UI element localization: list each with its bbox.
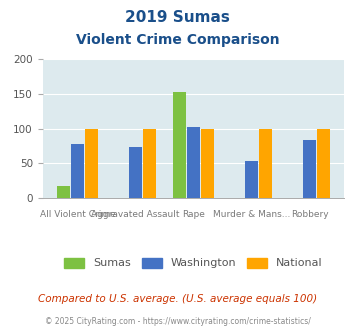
Text: Compared to U.S. average. (U.S. average equals 100): Compared to U.S. average. (U.S. average … (38, 294, 317, 304)
Bar (57, 185, 70, 198)
Bar (201, 129, 214, 198)
Bar (187, 127, 200, 198)
Text: Murder & Mans...: Murder & Mans... (213, 211, 290, 219)
Bar (129, 148, 142, 198)
Bar (173, 92, 186, 198)
Text: Robbery: Robbery (291, 211, 328, 219)
Text: Aggravated Assault: Aggravated Assault (91, 211, 180, 219)
Legend: Sumas, Washington, National: Sumas, Washington, National (60, 253, 327, 273)
Text: © 2025 CityRating.com - https://www.cityrating.com/crime-statistics/: © 2025 CityRating.com - https://www.city… (45, 317, 310, 326)
Bar (71, 144, 84, 198)
Bar (259, 129, 272, 198)
Bar (303, 140, 316, 198)
Text: Rape: Rape (182, 211, 205, 219)
Text: All Violent Crime: All Violent Crime (39, 211, 115, 219)
Bar (245, 161, 258, 198)
Bar (85, 129, 98, 198)
Bar (317, 129, 330, 198)
Bar (143, 129, 156, 198)
Text: 2019 Sumas: 2019 Sumas (125, 10, 230, 25)
Text: Violent Crime Comparison: Violent Crime Comparison (76, 33, 279, 47)
